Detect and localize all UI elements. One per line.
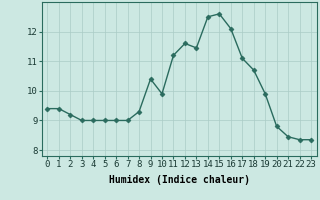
X-axis label: Humidex (Indice chaleur): Humidex (Indice chaleur) [109,175,250,185]
